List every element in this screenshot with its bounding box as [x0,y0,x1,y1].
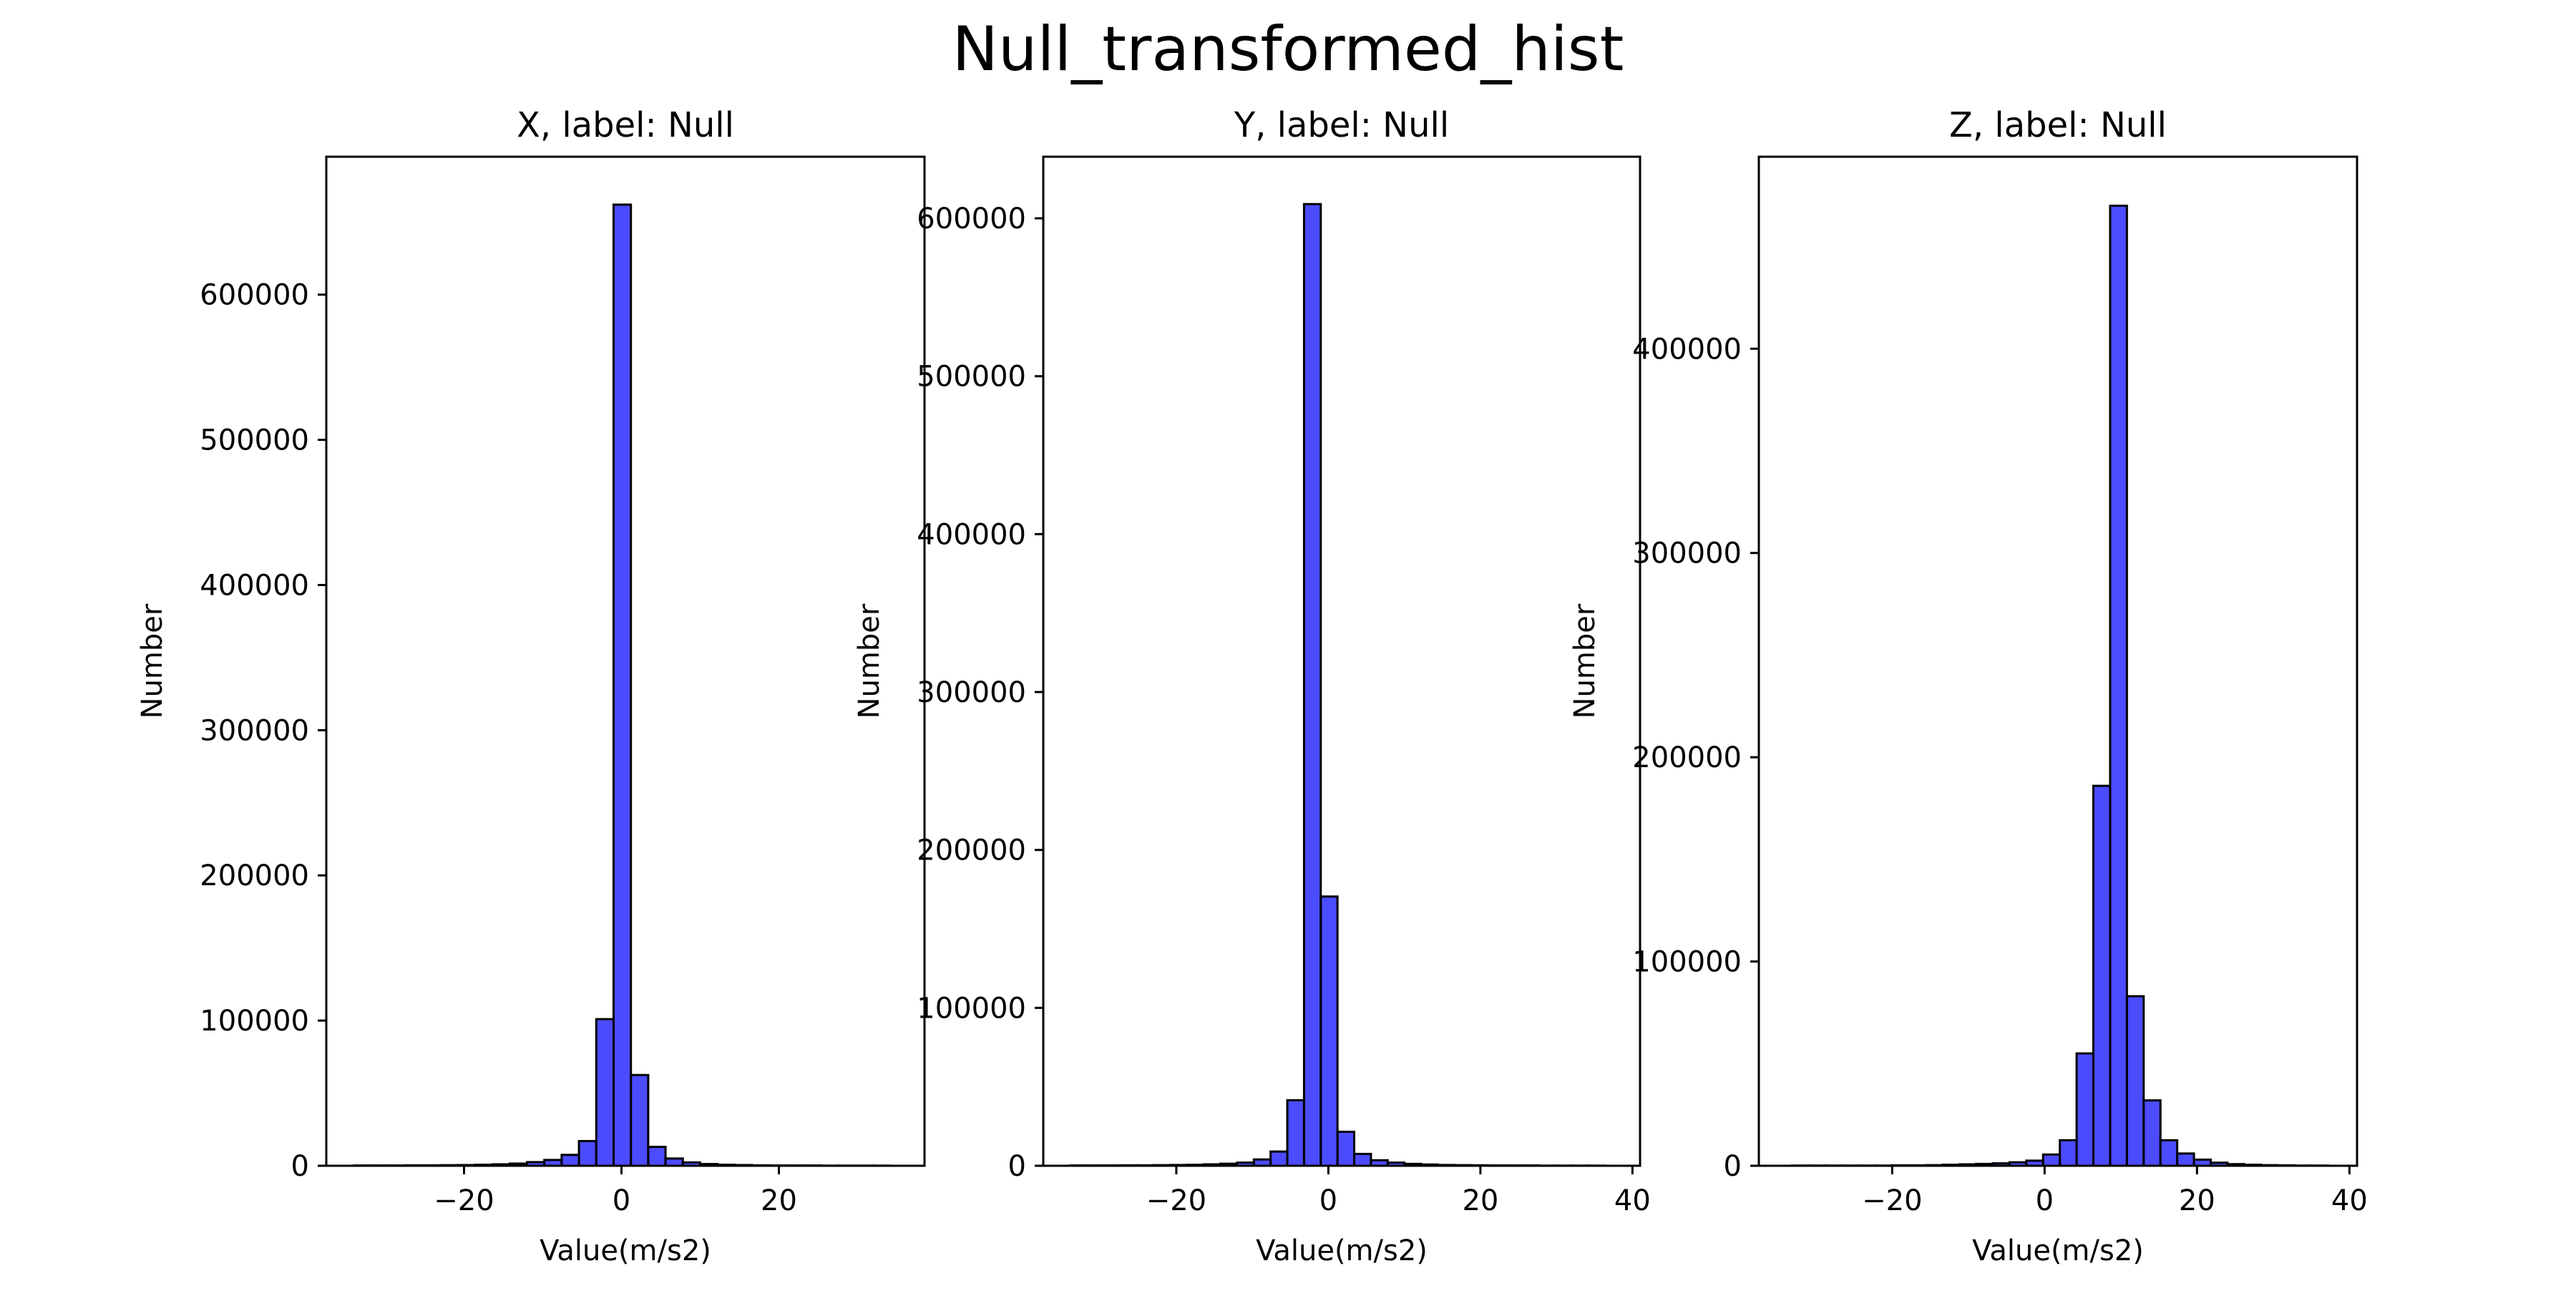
y-tick-label: 200000 [917,834,1026,867]
histogram-bar [2160,1140,2177,1166]
y-tick-label: 300000 [917,676,1026,709]
x-axis-label: Value(m/s2) [540,1234,711,1267]
axes-frame [1043,157,1640,1166]
subplot-title: Y, label: Null [1234,105,1449,145]
y-tick-label: 0 [1724,1150,1742,1183]
y-tick-label: 600000 [917,203,1026,235]
histogram-bar [596,1019,613,1166]
histogram-bar [631,1075,648,1166]
histogram-bar [2144,1101,2160,1166]
y-tick-label: 200000 [1632,741,1742,774]
x-tick-label: −20 [1146,1184,1206,1217]
y-axis-label: Number [136,603,169,718]
subplot-title: X, label: Null [517,105,734,145]
subplot-3: −20 0 20 40 0 100000 200000 300000 400000 Z, labe… [1568,105,2368,1267]
histogram-bar [665,1159,683,1166]
y-axis-label: Number [853,603,886,718]
y-tick-label: 600000 [200,279,309,312]
subplot-2: −20 0 20 40 0 100000 200000 300000 400000 500000 6… [853,105,1651,1267]
y-tick-label: 0 [1008,1150,1026,1183]
histogram-bar [1304,204,1320,1166]
y-tick-label: 500000 [917,361,1026,394]
x-tick-label: 40 [1614,1184,1651,1217]
y-tick-label: 300000 [1632,537,1742,570]
y-tick-label: 100000 [200,1005,309,1038]
histogram-bar [648,1147,665,1166]
histogram-bar [1271,1151,1287,1166]
y-tick-label: 400000 [200,569,309,602]
histogram-bar [1321,897,1337,1166]
x-tick-label: 20 [2179,1184,2215,1217]
y-tick-label: 300000 [200,714,309,747]
x-tick-label: −20 [434,1184,494,1217]
histogram-bar [2077,1053,2093,1166]
histogram-bar [2110,206,2127,1166]
histogram-bar [2094,786,2110,1166]
y-tick-label: 400000 [917,518,1026,551]
x-tick-label: 0 [1319,1184,1337,1217]
y-tick-label: 0 [291,1150,309,1183]
x-tick-label: 0 [2036,1184,2054,1217]
histogram-bar [1337,1132,1354,1166]
histogram-bar [2127,996,2143,1166]
histogram-bar [2043,1154,2059,1166]
y-axis-label: Number [1568,603,1601,718]
histogram-bar [2177,1154,2194,1166]
y-tick-label: 500000 [200,424,309,457]
y-tick-label: 200000 [200,859,309,892]
axes-frame [1759,157,2357,1166]
histogram-bar [614,205,631,1166]
x-axis-label: Value(m/s2) [1256,1234,1428,1267]
x-tick-label: 20 [761,1184,797,1217]
histogram-bar [562,1155,579,1166]
histogram-bar [579,1141,596,1166]
histogram-bar [1355,1154,1371,1166]
x-tick-label: 0 [613,1184,630,1217]
histogram-bar [2060,1140,2077,1166]
subplot-title: Z, label: Null [1949,105,2167,145]
histogram-bar [1287,1100,1304,1166]
figure-title: Null_transformed_hist [0,13,2576,87]
y-tick-label: 400000 [1632,333,1742,366]
x-axis-label: Value(m/s2) [1972,1234,2144,1267]
x-tick-label: 20 [1462,1184,1498,1217]
subplot-1: −20 0 20 0 100000 200000 300000 400000 500000 600… [136,105,924,1267]
x-tick-label: −20 [1862,1184,1922,1217]
x-tick-label: 40 [2331,1184,2368,1217]
y-tick-label: 100000 [917,992,1026,1025]
y-tick-label: 100000 [1632,946,1742,979]
